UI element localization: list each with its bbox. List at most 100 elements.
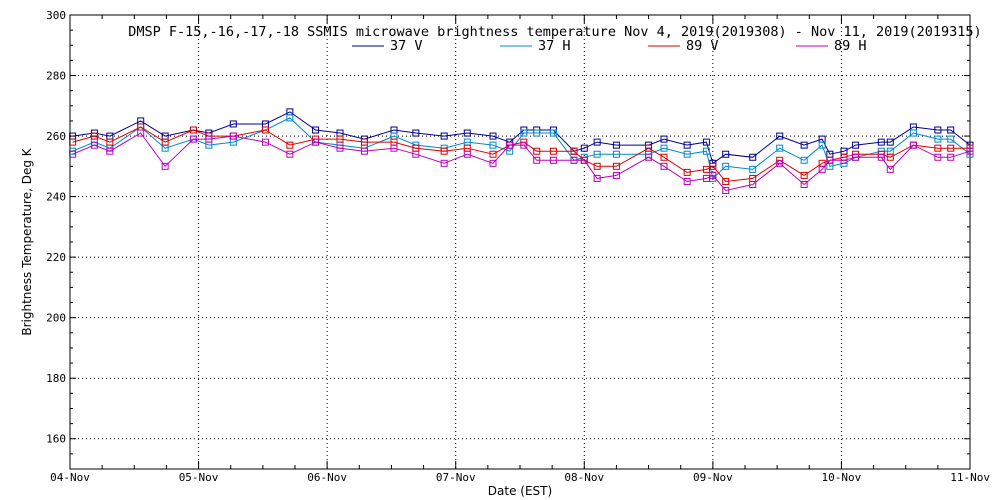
y-tick-label: 260: [46, 130, 66, 143]
data-point: [722, 162, 730, 170]
plot-frame: [69, 14, 971, 470]
x-tick-label: 11-Nov: [950, 471, 990, 484]
legend-entry: 37 V: [390, 38, 423, 54]
y-tick-label: 300: [46, 9, 66, 22]
data-point: [934, 153, 942, 161]
data-point: [360, 147, 368, 155]
data-point: [205, 135, 213, 143]
series-line-89-v: [72, 126, 970, 183]
data-point: [800, 141, 808, 149]
data-point: [947, 126, 955, 134]
x-tick-label: 08-Nov: [564, 471, 604, 484]
data-point: [612, 141, 620, 149]
data-point: [683, 177, 691, 185]
data-point: [336, 144, 344, 152]
data-point: [520, 129, 528, 137]
data-point: [580, 144, 588, 152]
data-point: [909, 141, 917, 149]
data-point: [69, 150, 77, 158]
data-point: [852, 141, 860, 149]
x-tick-label: 05-Nov: [179, 471, 219, 484]
data-point: [533, 147, 541, 155]
data-point: [312, 138, 320, 146]
data-point: [612, 150, 620, 158]
data-point: [570, 147, 578, 155]
data-point: [660, 162, 668, 170]
data-point: [645, 153, 653, 161]
data-point: [749, 165, 757, 173]
data-point: [412, 129, 420, 137]
data-point: [776, 159, 784, 167]
data-point: [852, 153, 860, 161]
x-axis-ticks: 04-Nov 05-Nov 06-Nov 07-Nov 08-Nov 09-Nov 10-N…: [50, 15, 990, 484]
data-point: [533, 156, 541, 164]
data-point: [549, 156, 557, 164]
data-point: [229, 120, 237, 128]
data-point: [412, 150, 420, 158]
data-point: [612, 162, 620, 170]
x-tick-label: 04-Nov: [50, 471, 90, 484]
data-point: [645, 144, 653, 152]
data-point: [69, 138, 77, 146]
data-point: [660, 153, 668, 161]
data-point: [800, 180, 808, 188]
y-tick-label: 240: [46, 191, 66, 204]
data-point: [336, 135, 344, 143]
data-point: [161, 162, 169, 170]
data-point: [818, 165, 826, 173]
data-point: [286, 114, 294, 122]
data-point: [722, 177, 730, 185]
grid: [70, 15, 970, 469]
data-point: [463, 129, 471, 137]
data-point: [489, 141, 497, 149]
data-point: [660, 135, 668, 143]
data-point: [580, 156, 588, 164]
data-point: [776, 132, 784, 140]
x-tick-label: 07-Nov: [436, 471, 476, 484]
data-point: [934, 144, 942, 152]
y-tick-label: 280: [46, 70, 66, 83]
data-point: [947, 135, 955, 143]
x-tick-label: 06-Nov: [307, 471, 347, 484]
series-line-89-h: [72, 132, 971, 192]
data-point: [261, 126, 269, 134]
data-point: [683, 141, 691, 149]
data-point: [489, 159, 497, 167]
data-point: [312, 126, 320, 134]
data-point: [886, 138, 894, 146]
data-point: [229, 132, 237, 140]
data-point: [360, 138, 368, 146]
data-point: [877, 138, 885, 146]
data-point: [593, 138, 601, 146]
data-point: [570, 156, 578, 164]
data-point: [440, 132, 448, 140]
data-point: [533, 129, 541, 137]
data-point: [390, 144, 398, 152]
data-point: [934, 135, 942, 143]
data-point: [749, 153, 757, 161]
data-point: [722, 187, 730, 195]
data-point: [776, 144, 784, 152]
data-point: [702, 147, 710, 155]
y-axis-label: Brightness Temperature, Deg K: [20, 147, 34, 335]
y-tick-label: 180: [46, 372, 66, 385]
data-point: [826, 156, 834, 164]
legend-entry: 37 H: [538, 38, 571, 54]
data-point: [886, 153, 894, 161]
data-point: [947, 144, 955, 152]
data-point: [506, 141, 514, 149]
data-point: [702, 138, 710, 146]
data-point: [840, 156, 848, 164]
data-point: [800, 156, 808, 164]
data-point: [189, 135, 197, 143]
x-tick-label: 10-Nov: [822, 471, 862, 484]
data-point: [818, 141, 826, 149]
data-point: [749, 180, 757, 188]
x-tick-label: 09-Nov: [693, 471, 733, 484]
data-point: [800, 171, 808, 179]
data-point: [709, 162, 717, 170]
data-point: [722, 150, 730, 158]
data-point: [463, 150, 471, 158]
data-point: [440, 147, 448, 155]
